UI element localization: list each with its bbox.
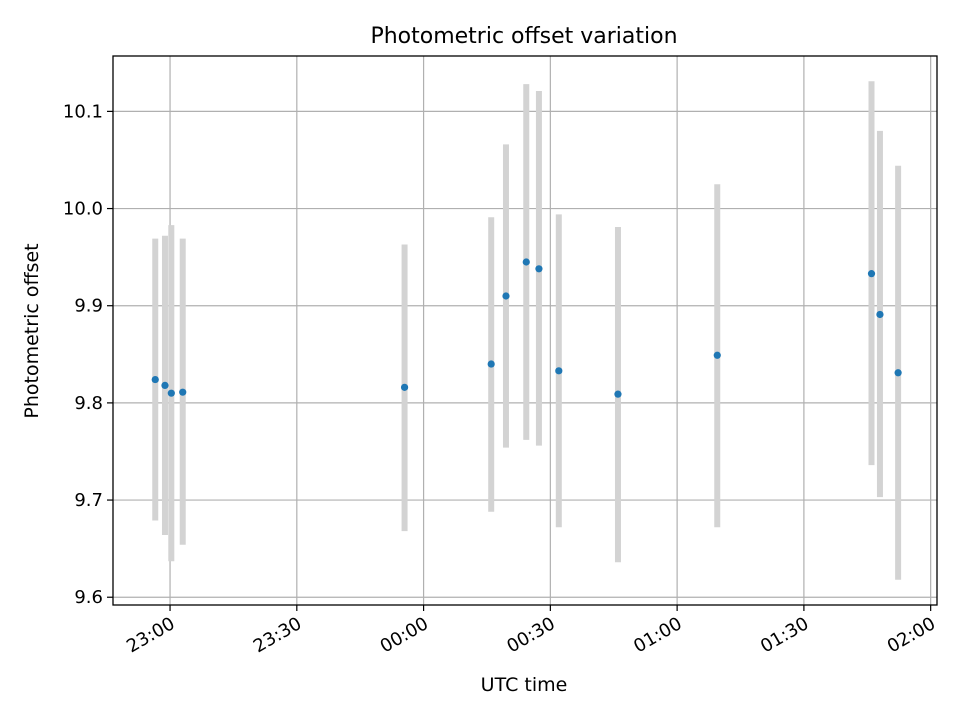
data-point <box>151 375 159 384</box>
data-point <box>522 258 530 266</box>
data-point <box>876 310 884 319</box>
data-point <box>535 265 543 273</box>
data-point <box>867 270 876 278</box>
y-tick-label: 10.0 <box>63 199 103 220</box>
plot-frame <box>112 55 938 606</box>
x-axis-label: UTC time <box>481 674 568 696</box>
y-tick-label: 9.6 <box>74 587 103 608</box>
data-point <box>400 383 409 391</box>
y-tick-label: 9.7 <box>74 490 103 511</box>
data-point <box>167 389 175 397</box>
y-axis-label: Photometric offset <box>21 243 43 418</box>
chart-title: Photometric offset variation <box>370 24 677 49</box>
data-point <box>487 360 495 368</box>
y-tick-label: 10.1 <box>63 101 103 122</box>
y-tick-label: 9.8 <box>74 393 103 414</box>
data-points <box>151 258 902 398</box>
data-point <box>713 351 721 359</box>
y-axis-ticks: 9.6 9.7 9.8 9.9 10.0 10.1 <box>63 101 113 608</box>
data-point <box>179 388 187 396</box>
y-tick-label: 9.9 <box>74 296 103 317</box>
data-point <box>555 367 563 375</box>
data-point <box>614 390 622 398</box>
data-point <box>502 292 510 300</box>
data-point <box>161 381 169 389</box>
data-point <box>894 369 902 377</box>
